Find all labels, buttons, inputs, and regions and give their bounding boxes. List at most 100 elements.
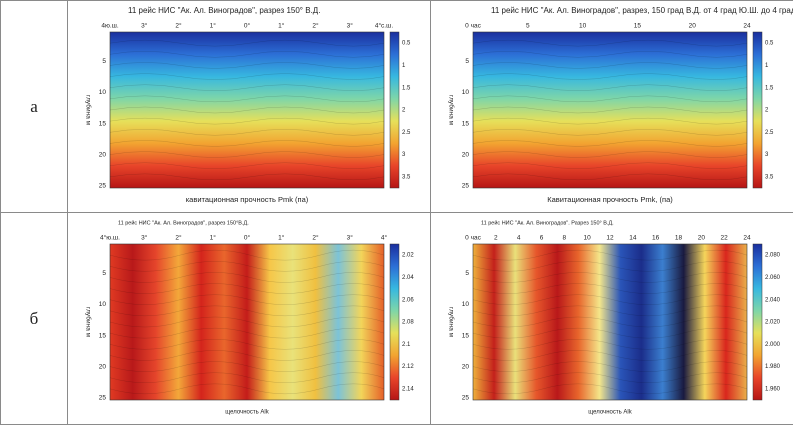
x-tick-label: 2° <box>175 233 182 241</box>
colorbar-label: 2.5 <box>402 129 411 135</box>
colorbar-label: 2.12 <box>402 364 414 370</box>
contour-plot <box>473 32 747 188</box>
colorbar-label: 2 <box>402 107 406 113</box>
x-tick-label: 10 <box>579 22 587 29</box>
x-tick-label: 1° <box>210 21 217 29</box>
colorbar-label: 1 <box>765 63 769 69</box>
y-axis-label: глубина м <box>447 306 455 337</box>
y-tick-label: 5 <box>465 57 469 64</box>
x-tick-label: 4°с.ш. <box>375 21 393 29</box>
colorbar-label: 3.5 <box>765 174 774 180</box>
colorbar-label: 2.080 <box>765 252 781 258</box>
x-tick-label: 4 <box>517 234 521 241</box>
y-tick-label: 20 <box>99 363 107 370</box>
x-tick-label: 4ю.ш. <box>101 22 119 29</box>
x-tick-label: 24 <box>743 22 751 29</box>
colorbar-label: 2.04 <box>402 275 414 281</box>
y-tick-label: 5 <box>102 269 106 276</box>
y-tick-label: 25 <box>462 394 470 401</box>
x-tick-label: 5 <box>526 22 530 29</box>
panel-title: 11 рейс НИС "Ак. Ал. Виноградов", разрез… <box>118 219 249 226</box>
colorbar-label: 2.020 <box>765 319 781 325</box>
x-tick-label: 2° <box>312 233 319 241</box>
colorbar-label: 3 <box>402 152 406 158</box>
x-tick-label: 4° <box>381 233 388 241</box>
colorbar-label: 0.5 <box>402 40 411 46</box>
panel-figure: 11 рейс НИС "Ак. Ал. Виноградов", разрез… <box>431 2 793 212</box>
x-axis-label: кавитационная прочность Pmk (па) <box>186 194 309 203</box>
colorbar <box>753 32 762 188</box>
panel-title: 11 рейс НИС "Ак. Ал. Виноградов", разрез… <box>491 6 793 15</box>
colorbar-label: 1.5 <box>402 85 411 91</box>
panel: 11 рейс НИС "Ак. Ал. Виноградов", разрез… <box>68 1 431 213</box>
x-tick-label: 3° <box>347 21 354 29</box>
x-tick-label: 0° <box>244 233 251 241</box>
colorbar-label: 3 <box>765 152 769 158</box>
colorbar-label: 2.5 <box>765 129 774 135</box>
colorbar-label: 1 <box>402 63 406 69</box>
panel-figure: 11 рейс НИС "Ак. Ал. Виноградов", разрез… <box>68 214 430 424</box>
colorbar-label: 2.040 <box>765 297 781 303</box>
y-tick-label: 20 <box>99 151 107 158</box>
colorbar-label: 2.14 <box>402 386 414 392</box>
x-tick-label: 3° <box>141 233 148 241</box>
x-tick-label: 24 <box>743 234 751 241</box>
x-axis-label: щелочность Alk <box>225 409 269 415</box>
colorbar-label: 2.1 <box>402 341 411 347</box>
x-tick-label: 20 <box>698 234 706 241</box>
x-tick-label: 12 <box>606 234 614 241</box>
x-tick-label: 1° <box>278 21 285 29</box>
panel-title: 11 рейс НИС "Ак. Ал. Виноградов". Разрез… <box>481 219 614 226</box>
x-tick-label: 0 час <box>465 234 481 241</box>
colorbar-label: 2.02 <box>402 252 414 258</box>
y-tick-label: 15 <box>99 120 107 127</box>
x-tick-label: 6 <box>540 234 544 241</box>
x-axis-label: Кавитационная прочность Pmk, (па) <box>547 194 673 203</box>
colorbar <box>390 32 399 188</box>
colorbar-label: 2.06 <box>402 297 414 303</box>
contour-plot <box>110 244 384 400</box>
panel: 11 рейс НИС "Ак. Ал. Виноградов", разрез… <box>431 1 793 213</box>
x-tick-label: 0° <box>244 21 251 29</box>
row-label: а <box>1 1 68 213</box>
colorbar <box>390 244 399 400</box>
panel: 11 рейс НИС "Ак. Ал. Виноградов", разрез… <box>68 213 431 425</box>
colorbar-label: 2.000 <box>765 341 781 347</box>
y-tick-label: 5 <box>465 269 469 276</box>
contour-plot <box>473 244 747 400</box>
y-tick-label: 20 <box>462 363 470 370</box>
panel-figure: 11 рейс НИС "Ак. Ал. Виноградов". Разрез… <box>431 214 793 424</box>
y-tick-label: 10 <box>99 301 107 308</box>
y-tick-label: 10 <box>462 89 470 96</box>
panel-figure: 11 рейс НИС "Ак. Ал. Виноградов", разрез… <box>68 2 430 212</box>
y-tick-label: 20 <box>462 151 470 158</box>
colorbar-label: 2 <box>765 107 769 113</box>
x-tick-label: 3° <box>141 21 148 29</box>
x-tick-label: 18 <box>675 234 683 241</box>
x-tick-label: 1° <box>278 233 285 241</box>
y-tick-label: 25 <box>99 394 107 401</box>
x-axis-label: щелочность Alk <box>588 409 632 415</box>
x-tick-label: 14 <box>629 234 637 241</box>
x-tick-label: 4°ю.ш. <box>100 233 120 241</box>
y-tick-label: 10 <box>462 301 470 308</box>
y-axis-label: глубина м <box>84 94 92 125</box>
x-tick-label: 8 <box>563 234 567 241</box>
x-tick-label: 1° <box>210 233 217 241</box>
y-axis-label: глубина м <box>84 306 92 337</box>
panel-title: 11 рейс НИС "Ак. Ал. Виноградов", разрез… <box>128 6 320 15</box>
x-tick-label: 22 <box>721 234 729 241</box>
x-tick-label: 10 <box>584 234 592 241</box>
colorbar-label: 1.960 <box>765 386 781 392</box>
y-tick-label: 25 <box>462 182 470 189</box>
y-tick-label: 15 <box>462 120 470 127</box>
row-label: б <box>1 213 68 425</box>
x-tick-label: 20 <box>689 22 697 29</box>
colorbar-label: 1.980 <box>765 364 781 370</box>
y-tick-label: 10 <box>99 89 107 96</box>
y-axis-label: глубина м <box>447 94 455 125</box>
colorbar-label: 0.5 <box>765 40 774 46</box>
panel: 11 рейс НИС "Ак. Ал. Виноградов". Разрез… <box>431 213 793 425</box>
